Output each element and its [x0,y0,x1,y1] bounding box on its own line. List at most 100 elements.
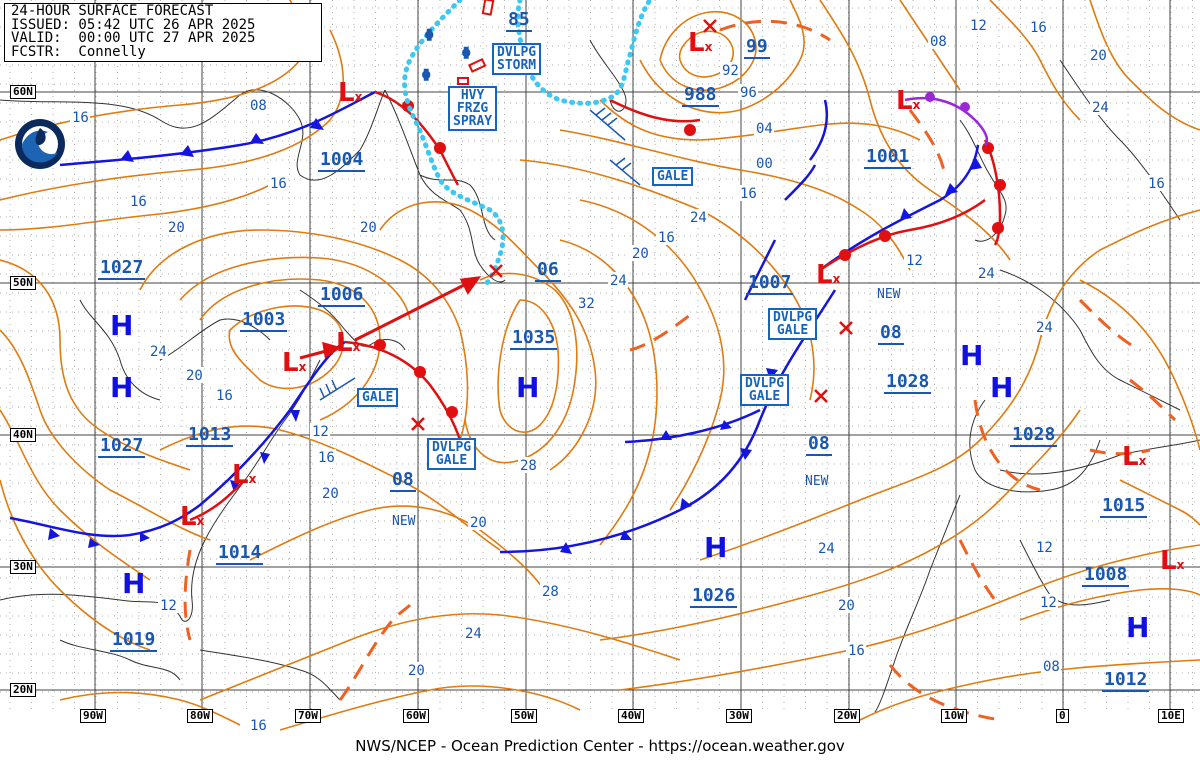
isobar-label: 28 [520,458,537,474]
isobar-label-bg [904,252,924,268]
pressure-08-a: 08 [878,322,904,345]
isobar-label: 20 [632,246,649,262]
issued-time: ISSUED: 05:42 UTC 26 APR 2025 [11,16,256,33]
isobar-label: 96 [740,85,757,101]
isobar-label-bg [928,33,948,49]
dvlpg-gale-label-east-2: DVLPG GALE [740,374,790,406]
pressure-1012: 1012 [1102,669,1150,692]
isobar-label: 20 [838,598,855,614]
low-center-10: Lx [1160,546,1185,576]
isobar-label: 12 [906,253,923,269]
chart-header: 24-HOUR SURFACE FORECAST ISSUED: 05:42 U… [4,3,322,62]
dvlpg-storm-label: DVLPG STORM [492,43,542,75]
isobar-label: 12 [970,18,987,34]
pressure-1027-b: 1027 [98,435,146,458]
isobar-label: 20 [1090,48,1107,64]
isobar-label-bg [128,193,148,209]
gale-label-coast: GALE [357,388,399,407]
warm-front-bumps [374,100,1006,418]
isobar-label-bg [1088,47,1108,63]
lon-label-20w: 20W [834,709,860,723]
isobar-label: 16 [318,450,335,466]
isobar-label-bg [358,219,378,235]
lon-label-50w: 50W [511,709,537,723]
isobars [0,0,1200,731]
svg-text:Φ: Φ [425,28,433,44]
troughs [183,19,1177,722]
isobar-label-bg [406,662,426,678]
isobar-label: 28 [542,584,559,600]
lon-label-0: 0 [1056,709,1069,723]
ice-bergs [457,0,495,85]
isobar-label-bg [316,449,336,465]
isobar-label-bg [816,540,836,556]
wind-barbs [319,107,641,401]
high-center-6: H [960,339,984,372]
isobar-label: 20 [408,663,425,679]
pressure-1035: 1035 [510,327,558,350]
isobar-label-bg [608,272,628,288]
isobar-label-bg [976,265,996,281]
map-background [0,0,1200,730]
lon-label-40w: 40W [618,709,644,723]
isobar-label-bg [320,485,340,501]
pressure-08-c: 08 [806,433,832,456]
pressure-1013: 1013 [186,424,234,447]
high-center-1: H [110,309,134,342]
isobar-label-bg [846,642,866,658]
isobar-label-bg [1028,19,1048,35]
isobar-label: 16 [1148,176,1165,192]
isobar-label-bg [166,219,186,235]
low-center-1: Lx [338,78,363,108]
low-center-2: Lx [336,328,361,358]
isobar-label-bg [70,109,90,125]
isobar-label: 24 [1036,320,1053,336]
isobar-label: 24 [465,626,482,642]
pressure-1028-b: 1028 [1010,424,1058,447]
low-center-7: Lx [896,86,921,116]
isobar-label-bg [1146,175,1166,191]
isobar-label: 00 [756,156,773,172]
low-center-6: Lx [688,28,713,58]
pressure-988: 988 [682,84,719,107]
low-tracks [299,276,482,360]
cold-fronts [9,90,980,554]
high-center-7: H [990,371,1014,404]
isobar-label: 08 [930,34,947,50]
isobar-label: 08 [1043,659,1060,675]
low-center-9: Lx [1122,442,1147,472]
isobar-label-bg [1041,658,1061,674]
isobar-labels: 16 16 16 08 20 20 24 20 16 12 16 20 20 28 32 28 24 20 16 12… [70,17,1166,734]
ice-symbols: Φ Φ Φ [421,27,471,85]
pressure-1006: 1006 [318,284,366,307]
valid-time: VALID: 00:00 UTC 27 APR 2025 [11,30,256,46]
isobar-label: 24 [150,344,167,360]
isobar-label-bg [738,84,758,100]
isobar-label: 24 [610,273,627,289]
isobar-label-bg [214,387,234,403]
isobar-label-bg [463,625,483,641]
pressure-1019: 1019 [110,629,158,652]
isobar-label: 24 [818,541,835,557]
isobar-label-bg [540,583,560,599]
isobar-label: 20 [470,515,487,531]
lat-label-30n: 30N [10,560,36,574]
pressure-1028-a: 1028 [884,371,932,394]
lon-label-60w: 60W [403,709,429,723]
isobar-label-bg [720,62,740,78]
warm-fronts [189,90,1002,522]
isobar-label: 16 [72,110,89,126]
low-center-3: Lx [282,348,307,378]
isobar-label: 20 [360,220,377,236]
isobar-label-bg [1034,319,1054,335]
dvlpg-gale-label-south: DVLPG GALE [427,438,477,470]
x-markers [411,19,853,431]
pressure-1015: 1015 [1100,495,1148,518]
pressure-1003: 1003 [240,309,288,332]
new-label-2: NEW [392,514,416,529]
lon-label-10w: 10W [941,709,967,723]
forecaster: FCSTR: Connelly [11,43,146,60]
isobar-label-bg [468,514,488,530]
